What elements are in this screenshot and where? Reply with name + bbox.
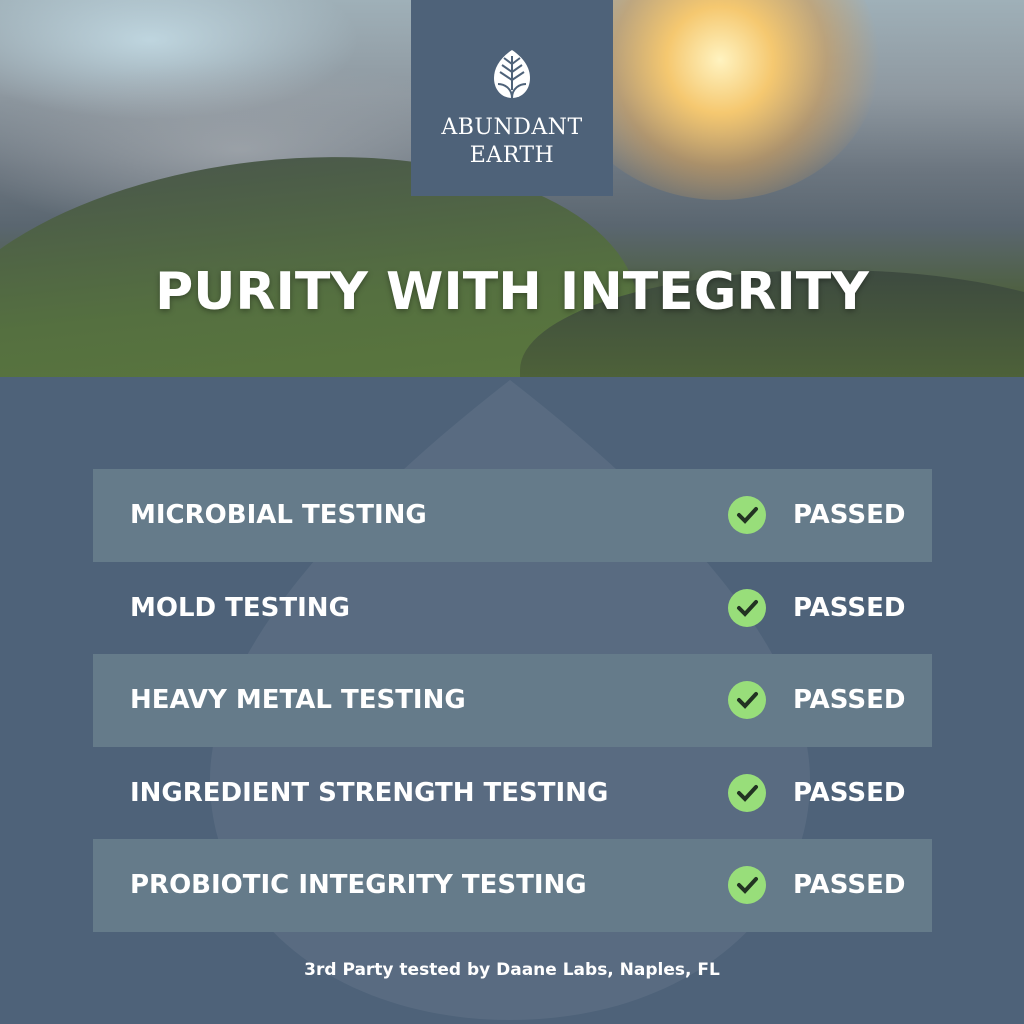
check-icon (728, 773, 766, 812)
check-icon (728, 866, 766, 904)
check-icon (728, 496, 766, 534)
test-label: MOLD TESTING (130, 592, 350, 623)
brand-name-line1: ABUNDANT (441, 115, 583, 140)
test-status: PASSED (793, 685, 906, 716)
test-row: MOLD TESTING PASSED (93, 562, 932, 655)
brand-name-line2: EARTH (469, 143, 555, 168)
check-icon (728, 681, 766, 719)
test-label: MICROBIAL TESTING (130, 500, 427, 531)
test-status: PASSED (793, 592, 906, 623)
headline: PURITY WITH INTEGRITY (155, 262, 869, 322)
test-row: MICROBIAL TESTING PASSED (93, 469, 932, 562)
test-row: PROBIOTIC INTEGRITY TESTING PASSED (93, 839, 932, 932)
test-row: INGREDIENT STRENGTH TESTING PASSED (93, 747, 932, 840)
test-status: PASSED (793, 870, 906, 901)
test-label: INGREDIENT STRENGTH TESTING (130, 777, 609, 808)
footer-note: 3rd Party tested by Daane Labs, Naples, … (304, 960, 720, 980)
test-label: PROBIOTIC INTEGRITY TESTING (130, 870, 587, 901)
leaf-icon (494, 50, 530, 99)
test-results-list: MICROBIAL TESTING PASSED MOLD TESTING PA… (93, 469, 932, 932)
test-row: HEAVY METAL TESTING PASSED (93, 654, 932, 747)
test-status: PASSED (793, 500, 906, 531)
test-label: HEAVY METAL TESTING (130, 685, 466, 716)
check-icon (728, 588, 766, 627)
brand-logo: ABUNDANT EARTH (411, 0, 613, 196)
test-status: PASSED (793, 777, 906, 808)
